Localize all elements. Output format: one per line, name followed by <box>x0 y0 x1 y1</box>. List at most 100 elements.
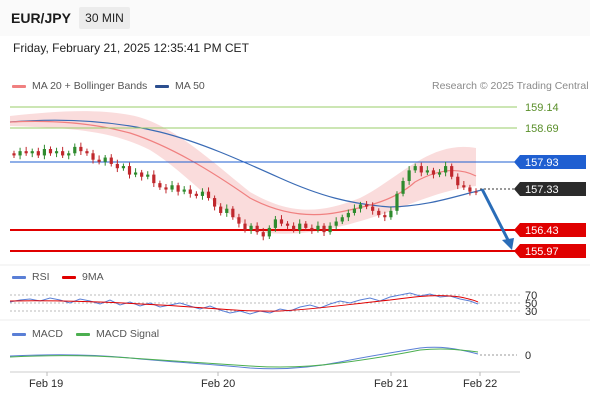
candle-body <box>468 187 472 192</box>
candle-body <box>304 223 308 228</box>
legend-ma50-label: MA 50 <box>175 80 205 92</box>
rsi-label-70: 70 <box>525 290 537 302</box>
candle-body <box>67 153 71 156</box>
legend-ma50: MA 50 <box>155 80 205 92</box>
candle-body <box>267 227 271 237</box>
x-label-feb22: Feb 22 <box>463 378 497 390</box>
x-label-feb19: Feb 19 <box>29 378 63 390</box>
legend-rsi-ma: 9MA <box>62 271 104 283</box>
candle-body <box>109 157 113 164</box>
candle-body <box>152 174 156 184</box>
timestamp: Friday, February 21, 2025 12:35:41 PM CE… <box>13 41 249 55</box>
candle-body <box>18 151 22 156</box>
chart-header: EUR/JPY 30 MIN <box>0 0 590 36</box>
candle-body <box>279 219 284 224</box>
forecast-arrow-head-icon <box>502 238 514 250</box>
candle-body <box>255 225 259 233</box>
macd-signal-line <box>9 348 479 368</box>
candle-body <box>164 187 168 190</box>
candle-body <box>73 146 77 154</box>
candle-body <box>219 206 223 213</box>
candle-body <box>298 223 302 231</box>
support-2-tag <box>514 244 586 258</box>
legend-ma20: MA 20 + Bollinger Bands <box>12 80 147 92</box>
candle-body <box>91 153 95 160</box>
candle-body <box>121 166 126 169</box>
macd-swatch-icon <box>12 332 26 336</box>
ma20-swatch-icon <box>12 84 26 88</box>
rsi-ma-swatch-icon <box>62 275 76 279</box>
candle-body <box>328 225 332 233</box>
candle-body <box>273 219 277 228</box>
x-label-feb20: Feb 20 <box>201 378 235 390</box>
candle-body <box>462 185 466 188</box>
ma50-swatch-icon <box>155 84 169 88</box>
level-label-support-1: 156.43 <box>525 225 559 237</box>
legend-macd-signal-label: MACD Signal <box>96 328 160 340</box>
candle-body <box>285 223 290 226</box>
currency-pair-title: EUR/JPY <box>11 10 71 26</box>
timeframe-button[interactable]: 30 MIN <box>79 7 130 29</box>
pivot-tag <box>514 155 586 169</box>
candle-body <box>401 181 405 194</box>
legend-rsi: RSI <box>12 271 50 283</box>
candle-body <box>115 163 119 169</box>
candle-body <box>170 185 174 190</box>
candle-body <box>358 204 363 209</box>
candle-body <box>97 159 101 162</box>
candle-body <box>431 170 436 175</box>
candle-body <box>176 185 180 192</box>
candle-body <box>395 193 399 211</box>
candle-body <box>231 208 235 218</box>
rsi-line <box>9 292 479 315</box>
macd-signal-swatch-icon <box>76 332 90 336</box>
candle-body <box>425 170 429 173</box>
candle-body <box>474 191 478 193</box>
candle-body <box>146 174 150 177</box>
candle-body <box>377 210 381 216</box>
candle-body <box>188 189 192 194</box>
candle-body <box>36 151 40 156</box>
candle-body <box>316 225 320 231</box>
candle-body <box>206 191 211 199</box>
candle-body <box>389 210 393 218</box>
candle-body <box>419 166 423 173</box>
legend-macd-signal: MACD Signal <box>76 328 159 340</box>
forecast-arrow <box>480 188 510 241</box>
research-credit: Research © 2025 Trading Central <box>432 80 589 92</box>
ma50-line <box>9 119 483 208</box>
rsi-label-50: 50 <box>525 298 537 310</box>
candle-body <box>407 170 411 181</box>
candle-body <box>140 172 144 177</box>
candle-body <box>85 151 89 154</box>
level-label-support-2: 155.97 <box>525 246 559 258</box>
candle-body <box>334 221 338 226</box>
candle-body <box>249 225 253 231</box>
candle-body <box>437 172 442 175</box>
legend-macd: MACD <box>12 328 63 340</box>
candle-body <box>103 157 107 162</box>
candle-body <box>413 166 417 171</box>
candle-body <box>237 217 241 224</box>
ma20-line <box>9 120 477 216</box>
candle-body <box>79 146 83 152</box>
rsi-swatch-icon <box>12 275 26 279</box>
candle-body <box>54 151 59 154</box>
candle-body <box>133 172 138 175</box>
candle-body <box>225 208 229 213</box>
candle-body <box>322 225 326 233</box>
bollinger-band <box>10 111 476 234</box>
legend-rsi-label: RSI <box>32 271 50 283</box>
candle-body <box>444 166 448 173</box>
candle-body <box>12 153 16 156</box>
candle-body <box>261 232 265 237</box>
candle-body <box>310 227 314 231</box>
level-label-resistance-1: 158.69 <box>525 123 559 135</box>
candle-body <box>292 225 296 231</box>
candle-body <box>371 206 375 211</box>
candle-body <box>213 198 217 207</box>
level-label-resistance-2: 159.14 <box>525 102 559 114</box>
rsi-label-30: 30 <box>525 306 537 318</box>
candle-body <box>352 208 357 213</box>
